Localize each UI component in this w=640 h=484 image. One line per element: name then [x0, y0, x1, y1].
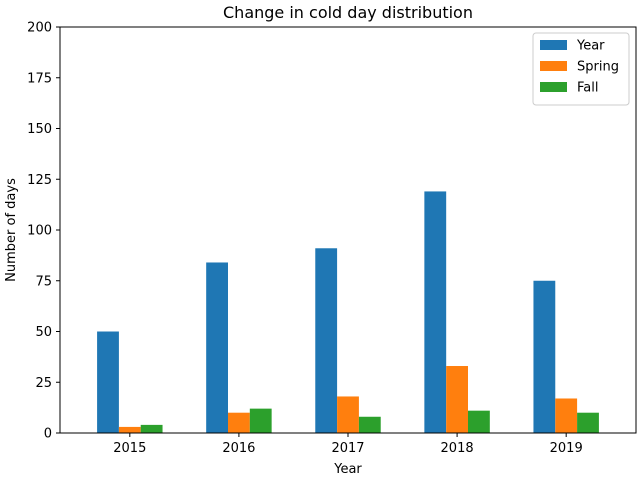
x-tick-label: 2016 [222, 441, 255, 456]
legend-swatch-year [540, 40, 567, 50]
y-tick-label: 0 [44, 427, 52, 442]
x-tick-label: 2018 [441, 441, 474, 456]
y-axis: 0 25 50 75 100 125 150 175 200 [27, 21, 60, 442]
y-tick-label: 175 [27, 71, 52, 86]
x-axis: 2015 2016 2017 2018 2019 [113, 433, 583, 456]
legend-label-spring: Spring [577, 60, 619, 75]
y-tick-label: 25 [35, 376, 52, 391]
y-tick-label: 50 [35, 325, 52, 340]
bar-year-2018 [424, 191, 447, 433]
legend: Year Spring Fall [532, 32, 630, 106]
y-tick-label: 200 [27, 21, 52, 36]
bar-fall-2019 [577, 412, 599, 433]
bar-fall-2016 [249, 408, 272, 433]
bar-fall-2015 [140, 424, 163, 433]
bar-spring-2019 [555, 398, 578, 433]
bar-spring-2017 [337, 396, 359, 433]
bar-year-2017 [315, 248, 338, 433]
bars-layer [97, 191, 599, 433]
x-axis-label: Year [333, 462, 362, 477]
y-tick-label: 100 [27, 224, 52, 239]
y-tick-label: 125 [27, 173, 52, 188]
bar-year-2019 [533, 280, 556, 433]
legend-label-fall: Fall [577, 81, 598, 96]
chart-title: Change in cold day distribution [223, 3, 473, 22]
bar-year-2015 [97, 331, 119, 433]
x-tick-label: 2019 [550, 441, 583, 456]
bar-year-2016 [206, 262, 228, 433]
legend-label-year: Year [576, 39, 605, 54]
y-tick-label: 75 [35, 274, 52, 289]
bar-spring-2018 [446, 366, 468, 433]
legend-swatch-fall [540, 82, 567, 92]
bar-fall-2017 [358, 416, 381, 433]
bar-fall-2018 [468, 410, 490, 433]
x-tick-label: 2015 [113, 441, 146, 456]
y-axis-label: Number of days [4, 178, 19, 282]
x-tick-label: 2017 [331, 441, 364, 456]
y-tick-label: 150 [27, 122, 52, 137]
legend-swatch-spring [540, 61, 567, 71]
bar-spring-2016 [228, 412, 250, 433]
bar-spring-2015 [118, 426, 141, 433]
